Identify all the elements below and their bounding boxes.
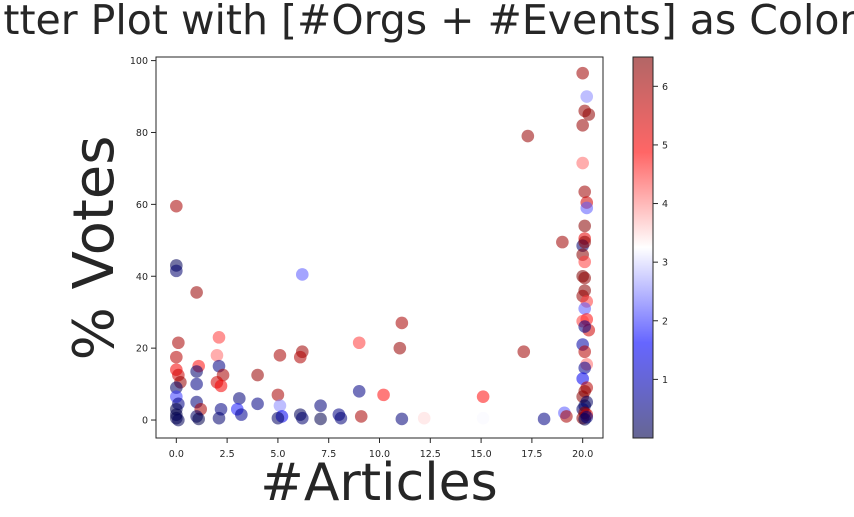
chart-title: Scatter Plot with [#Orgs + #Events] as C…	[0, 0, 854, 44]
data-point	[293, 350, 307, 364]
data-point	[578, 271, 592, 285]
plot-area	[155, 56, 604, 439]
y-tick-label: 60	[136, 200, 148, 211]
colorbar-tick-label: 2	[662, 316, 668, 327]
data-point	[273, 399, 287, 412]
data-point	[251, 397, 264, 411]
data-point	[190, 286, 203, 299]
data-point	[190, 365, 203, 378]
colorbar-tick-label: 4	[662, 199, 668, 210]
data-point	[170, 350, 183, 364]
plot-frame	[155, 56, 604, 439]
data-point	[295, 411, 309, 425]
y-tick-label: 40	[136, 272, 148, 283]
data-point	[314, 399, 327, 412]
y-axis-ticks: 0 20 40 60 80 100	[130, 56, 156, 427]
data-point	[192, 412, 205, 426]
colorbar-tick-label: 5	[662, 140, 668, 151]
data-point	[578, 320, 592, 333]
data-point	[395, 412, 409, 426]
colorbar-tick-label: 6	[662, 82, 668, 93]
data-point	[578, 255, 592, 269]
data-point	[377, 388, 390, 402]
data-point	[578, 361, 592, 375]
data-point	[273, 349, 287, 362]
data-point	[580, 410, 594, 424]
data-point	[576, 66, 589, 80]
data-point	[476, 411, 490, 425]
data-point	[578, 302, 592, 315]
data-point	[170, 199, 183, 213]
data-point	[580, 90, 594, 103]
data-point	[580, 201, 594, 215]
colorbar-tick-label: 3	[662, 258, 668, 269]
x-axis-label: #Articles	[260, 453, 497, 513]
data-point	[560, 410, 573, 423]
data-point	[172, 413, 185, 427]
data-point	[271, 411, 285, 425]
data-point	[210, 349, 224, 362]
data-point	[233, 392, 246, 405]
data-point	[235, 408, 248, 421]
data-point	[214, 379, 228, 393]
data-point	[354, 410, 368, 423]
colorbar-gradient	[632, 56, 654, 439]
x-tick-label: 10.0	[369, 449, 390, 460]
colorbar: 1 2 3 4 5 6	[632, 56, 668, 439]
colorbar-ticks: 1 2 3 4 5 6	[653, 82, 668, 386]
x-tick-label: 12.5	[420, 449, 441, 460]
data-point	[578, 219, 592, 233]
data-points	[170, 66, 596, 427]
data-point	[578, 185, 592, 199]
data-point	[190, 377, 203, 391]
y-tick-label: 100	[130, 56, 148, 67]
y-tick-label: 80	[136, 128, 148, 139]
data-point	[417, 411, 431, 425]
y-tick-label: 0	[142, 416, 148, 427]
data-point	[582, 108, 596, 121]
data-point	[576, 156, 589, 170]
x-tick-label: 17.5	[521, 449, 542, 460]
data-point	[212, 331, 226, 344]
data-point	[170, 381, 183, 394]
data-point	[393, 341, 407, 355]
data-point	[295, 268, 309, 281]
data-point	[314, 412, 327, 426]
data-point	[521, 129, 535, 143]
data-point	[517, 345, 531, 359]
data-point	[170, 264, 183, 278]
data-point	[578, 345, 592, 359]
data-point	[251, 368, 264, 382]
data-point	[556, 235, 569, 249]
data-point	[172, 336, 185, 350]
y-tick-label: 20	[136, 344, 148, 355]
colorbar-tick-label: 1	[662, 375, 668, 386]
data-point	[212, 411, 226, 425]
data-point	[576, 118, 589, 132]
x-tick-label: 20.0	[572, 449, 593, 460]
data-point	[334, 411, 348, 425]
x-tick-label: 5.0	[270, 449, 285, 460]
data-point	[578, 235, 592, 249]
x-tick-label: 15.0	[471, 449, 492, 460]
x-tick-label: 7.5	[321, 449, 336, 460]
data-point	[352, 384, 366, 398]
data-point	[271, 388, 285, 402]
data-point	[352, 336, 366, 350]
data-point	[395, 316, 409, 330]
data-point	[476, 390, 490, 403]
x-tick-label: 0.0	[169, 449, 184, 460]
y-axis-label: % Votes	[62, 136, 127, 361]
data-point	[537, 412, 551, 426]
x-axis-ticks: 0.0 2.5 5.0 7.5 10.0 12.5 15.0 17.5 20.0	[169, 438, 593, 460]
x-tick-label: 2.5	[220, 449, 235, 460]
